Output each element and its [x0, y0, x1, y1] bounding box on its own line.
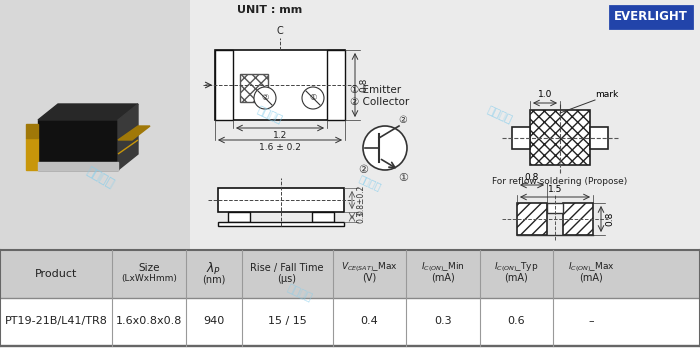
- Text: (mA): (mA): [505, 273, 528, 283]
- Text: 1.2: 1.2: [273, 131, 287, 140]
- Bar: [590, 127, 608, 149]
- Text: 超毅电子: 超毅电子: [256, 105, 284, 125]
- Text: 15 / 15: 15 / 15: [267, 316, 307, 326]
- Text: For reflow soldering (Propose): For reflow soldering (Propose): [492, 177, 628, 186]
- Bar: [218, 188, 344, 212]
- Bar: [215, 50, 345, 120]
- Text: ②: ②: [398, 115, 407, 125]
- Bar: [0, 250, 700, 298]
- Text: $I_{C(ON)}$_Max: $I_{C(ON)}$_Max: [568, 260, 615, 274]
- Bar: [218, 222, 344, 226]
- Text: (μs): (μs): [277, 274, 297, 284]
- Text: 0.4: 0.4: [360, 316, 378, 326]
- Text: ② Collector: ② Collector: [350, 97, 410, 107]
- Bar: [327, 50, 345, 120]
- Text: ②: ②: [261, 94, 269, 103]
- Bar: [218, 188, 344, 212]
- Text: 0.8: 0.8: [359, 78, 368, 92]
- Bar: [517, 203, 547, 235]
- Text: 0.3: 0.3: [356, 211, 365, 223]
- Bar: [0, 250, 700, 348]
- Text: PT19-21B/L41/TR8: PT19-21B/L41/TR8: [5, 316, 107, 326]
- Text: ①: ①: [309, 94, 316, 103]
- Text: 0.8: 0.8: [605, 212, 614, 226]
- Text: Rise / Fall Time: Rise / Fall Time: [251, 263, 323, 273]
- Bar: [0, 250, 700, 348]
- Polygon shape: [118, 104, 138, 170]
- Bar: [563, 203, 593, 235]
- Text: 超毅电子: 超毅电子: [84, 165, 116, 191]
- Text: 超毅电子: 超毅电子: [486, 105, 514, 125]
- Text: 1.0: 1.0: [538, 90, 552, 99]
- Polygon shape: [26, 124, 38, 138]
- Text: ②: ②: [358, 165, 368, 175]
- Text: EVERLIGHT: EVERLIGHT: [614, 10, 688, 24]
- Bar: [312, 212, 334, 222]
- Bar: [512, 127, 530, 149]
- Text: 1.6 ± 0.2: 1.6 ± 0.2: [259, 143, 301, 152]
- Polygon shape: [38, 120, 118, 170]
- Text: $I_{C(ON)}$_Typ: $I_{C(ON)}$_Typ: [494, 260, 538, 274]
- Polygon shape: [118, 126, 150, 140]
- Polygon shape: [26, 138, 38, 170]
- Polygon shape: [38, 104, 138, 120]
- Bar: [215, 50, 345, 120]
- Text: 0.8±0.2: 0.8±0.2: [356, 185, 365, 215]
- Bar: [228, 212, 250, 222]
- Bar: [610, 6, 692, 28]
- Text: 超毅电子: 超毅电子: [357, 174, 383, 192]
- Polygon shape: [38, 162, 118, 170]
- Text: 0.8: 0.8: [525, 173, 539, 182]
- Text: (mA): (mA): [580, 273, 603, 283]
- Text: mark: mark: [595, 90, 618, 99]
- Bar: [530, 110, 590, 165]
- Circle shape: [254, 87, 276, 109]
- Bar: [0, 298, 700, 344]
- Bar: [547, 203, 563, 213]
- Text: 1.6x0.8x0.8: 1.6x0.8x0.8: [116, 316, 182, 326]
- Text: Size: Size: [138, 263, 160, 273]
- Text: $I_{C(ON)}$_Min: $I_{C(ON)}$_Min: [421, 260, 465, 274]
- Text: UNIT : mm: UNIT : mm: [237, 5, 302, 15]
- Text: 1.5: 1.5: [548, 185, 562, 194]
- Text: (V): (V): [362, 273, 377, 283]
- Text: 超毅电子: 超毅电子: [286, 283, 314, 303]
- Text: ①: ①: [398, 173, 408, 183]
- Bar: [215, 50, 233, 120]
- Text: ① Emitter: ① Emitter: [350, 85, 401, 95]
- Polygon shape: [118, 140, 138, 154]
- Circle shape: [302, 87, 324, 109]
- Bar: [0, 0, 700, 250]
- Text: $\lambda_P$: $\lambda_P$: [206, 261, 221, 277]
- Text: 0.3: 0.3: [434, 316, 452, 326]
- Bar: [240, 74, 268, 102]
- Text: 940: 940: [203, 316, 224, 326]
- Text: C: C: [276, 26, 284, 36]
- Bar: [0, 0, 190, 250]
- Text: 0.6: 0.6: [508, 316, 525, 326]
- Text: Product: Product: [35, 269, 77, 279]
- Text: (mA): (mA): [431, 273, 454, 283]
- Text: –: –: [589, 316, 594, 326]
- Text: (LxWxHmm): (LxWxHmm): [121, 274, 176, 283]
- Text: $V_{CE(SAT)}$_Max: $V_{CE(SAT)}$_Max: [341, 260, 398, 274]
- Circle shape: [363, 126, 407, 170]
- Text: (nm): (nm): [202, 275, 225, 285]
